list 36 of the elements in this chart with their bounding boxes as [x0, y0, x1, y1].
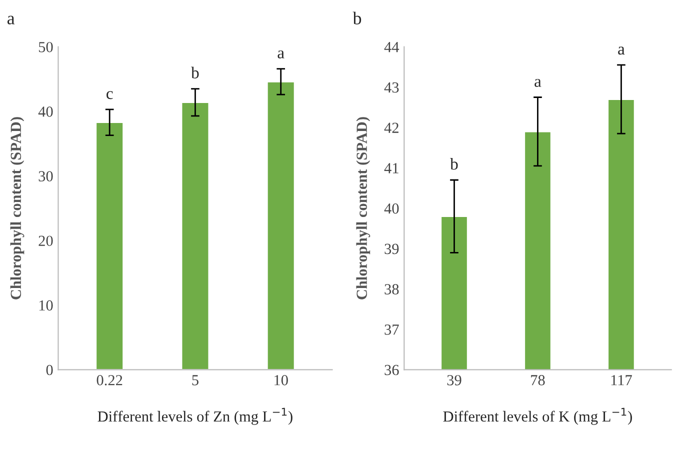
annotation: a — [278, 50, 284, 58]
y-tick-label: 40 — [38, 106, 53, 117]
annotation: c — [106, 91, 113, 100]
x-axis-title: Different levels of K (mg L$^{−1}$) — [443, 408, 632, 425]
y-tick-label: 37 — [384, 324, 399, 335]
text: a — [7, 16, 15, 24]
annotation: b — [191, 66, 199, 78]
y-tick-label: 39 — [384, 244, 399, 254]
bar — [266, 80, 296, 370]
y-axis-title: Chlorophyll content (SPAD) — [356, 117, 370, 300]
x-tick-label: 0.22 — [96, 375, 122, 386]
y-tick-label: 20 — [38, 236, 53, 246]
y-tick-label: 30 — [38, 171, 53, 182]
y-tick-label: 10 — [39, 300, 53, 311]
annotation: a — [534, 78, 542, 87]
annotation: b — [450, 158, 458, 170]
x-axis-title: Different levels of Zn (mg L$^{−1}$) — [98, 408, 292, 425]
y-tick-label: 44 — [384, 42, 400, 52]
x-tick-label: 78 — [531, 375, 545, 386]
y-tick-label: 43 — [384, 82, 399, 93]
y-tick-label: 40 — [384, 203, 399, 214]
x-tick-label: 5 — [192, 375, 198, 386]
text: b — [352, 12, 362, 24]
y-axis-title: Chlorophyll content (SPAD) — [10, 117, 24, 300]
x-tick-label: 117 — [611, 375, 632, 386]
x-tick-label: 39 — [447, 375, 462, 386]
annotation: a — [618, 46, 625, 55]
bar — [95, 122, 124, 370]
y-tick-label: 42 — [384, 122, 398, 133]
x-tick-label: 10 — [274, 375, 288, 386]
y-tick-label: 38 — [384, 284, 399, 294]
y-tick-label: 36 — [384, 364, 399, 376]
y-tick-label: 41 — [384, 163, 398, 174]
bar — [180, 102, 210, 370]
y-tick-label: 50 — [38, 42, 53, 52]
y-tick-label: 0 — [46, 364, 53, 376]
